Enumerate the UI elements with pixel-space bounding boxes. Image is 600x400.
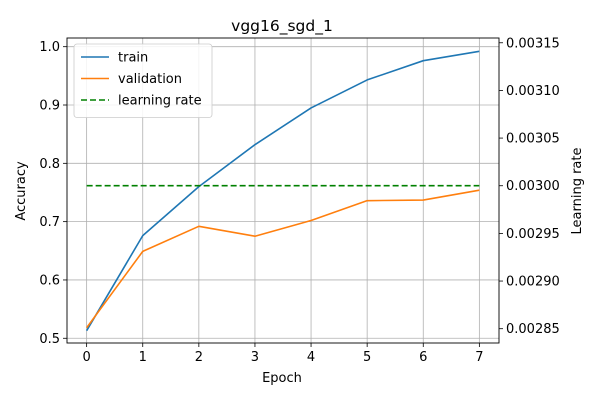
x-tick-label: 3 xyxy=(251,350,259,365)
y2-axis-label: Learning rate xyxy=(570,148,585,235)
legend-label: train xyxy=(118,51,148,66)
x-tick-label: 5 xyxy=(363,350,371,365)
axes: 0 1 2 3 4 5 6 7 0.5 0.6 0.7 0.8 0.9 1.0 0.00285 0.00290… xyxy=(39,36,559,365)
y2-tick-label: 0.00310 xyxy=(506,84,560,99)
x-tick-label: 7 xyxy=(475,350,483,365)
y2-tick-label: 0.00315 xyxy=(506,36,560,51)
x-axis-label: Epoch xyxy=(262,371,302,386)
y-tick-label: 0.8 xyxy=(39,157,60,172)
y-tick-label: 0.6 xyxy=(39,273,60,288)
y2-tick-label: 0.00285 xyxy=(506,322,560,337)
y2-tick-label: 0.00300 xyxy=(506,179,560,194)
x-tick-label: 1 xyxy=(139,350,147,365)
x-tick-label: 6 xyxy=(419,350,427,365)
plot-lines xyxy=(85,50,480,332)
x-tick-label: 2 xyxy=(195,350,203,365)
y-tick-label: 1.0 xyxy=(39,40,60,55)
plot-frame xyxy=(66,37,500,344)
y-tick-label: 0.5 xyxy=(39,332,60,347)
y2-tick-label: 0.00305 xyxy=(506,132,560,147)
y-axis-label: Accuracy xyxy=(14,161,29,221)
y2-tick-label: 0.00295 xyxy=(506,227,560,242)
y2-tick-label: 0.00290 xyxy=(506,275,560,290)
legend-box xyxy=(73,43,213,118)
legend-label: learning rate xyxy=(118,94,202,109)
y-tick-label: 0.9 xyxy=(39,99,60,114)
series-line-validation xyxy=(85,189,480,329)
x-tick-label: 0 xyxy=(82,350,90,365)
legend-label: validation xyxy=(118,72,182,87)
legend: train validation learning rate xyxy=(73,43,213,118)
chart-title: vgg16_sgd_1 xyxy=(231,17,333,36)
y-tick-label: 0.7 xyxy=(39,215,60,230)
x-tick-label: 4 xyxy=(307,350,315,365)
series-line-train xyxy=(85,50,480,332)
